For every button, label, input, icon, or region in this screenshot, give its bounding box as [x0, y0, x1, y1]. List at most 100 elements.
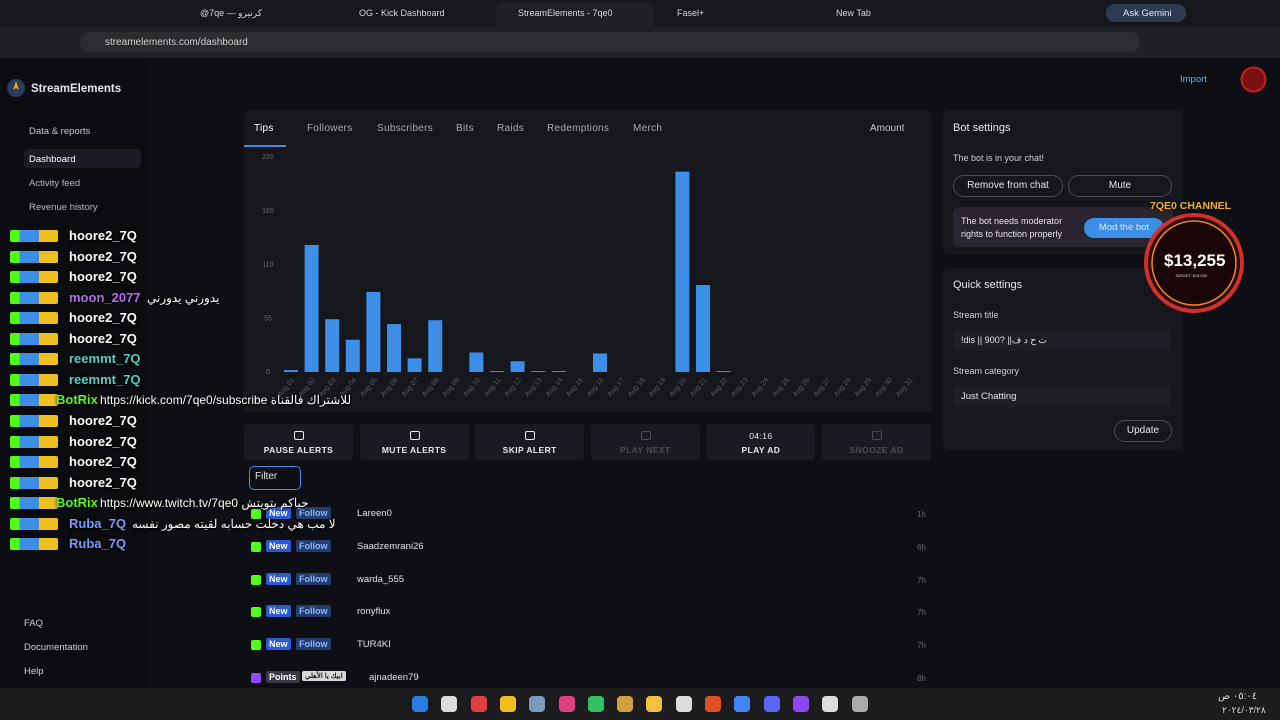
- chart-tab[interactable]: Tips: [254, 123, 274, 134]
- taskbar-icon[interactable]: [558, 696, 575, 712]
- chart-tab[interactable]: Redemptions: [547, 123, 610, 134]
- bar: [490, 371, 504, 372]
- mod-button[interactable]: Mod the bot: [1084, 218, 1164, 238]
- sort-dropdown[interactable]: Amount: [870, 123, 905, 134]
- tab-title[interactable]: New Tab: [836, 8, 871, 18]
- remove-button[interactable]: Remove from chat: [953, 175, 1063, 197]
- control-button: PLAY NEXT: [590, 424, 700, 460]
- x-tick-label: Aug 25: [771, 377, 791, 399]
- taskbar-icon[interactable]: [822, 696, 839, 712]
- chat-user: hoore2_7Q: [69, 310, 137, 326]
- sidebar-footer-item[interactable]: Documentation: [24, 642, 88, 653]
- taskbar-icon[interactable]: [705, 696, 721, 712]
- tab-title[interactable]: OG - Kick Dashboard: [359, 8, 445, 18]
- channel-name: 7QE0 CHANNEL: [1150, 200, 1232, 212]
- stream-title-input[interactable]: [953, 329, 1171, 351]
- section-title[interactable]: Data & reports: [29, 126, 91, 137]
- bot-title: Bot settings: [953, 122, 1011, 134]
- bar: [366, 291, 381, 372]
- taskbar-icon[interactable]: [617, 696, 634, 712]
- x-tick-label: Aug 29: [854, 377, 874, 399]
- control-button[interactable]: MUTE ALERTS: [359, 424, 469, 460]
- chat-user: Ruba_7Q: [69, 515, 127, 531]
- chat-user: hoore2_7Q: [69, 269, 137, 285]
- chat-user: hoore2_7Q: [69, 228, 137, 243]
- chat-user: hoore2_7Q: [69, 248, 137, 264]
- browser-chrome: @7qe — كرتيرو OG - Kick Dashboard StreamEl…: [0, 0, 1280, 58]
- x-tick-label: Aug 31: [895, 377, 915, 399]
- taskbar-icon[interactable]: [587, 696, 604, 712]
- control-button[interactable]: PAUSE ALERTS: [244, 424, 353, 460]
- active-tab[interactable]: [496, 2, 654, 27]
- control-button: SNOOZE AD: [822, 424, 931, 460]
- chat-text: https://www.twitch.tv/7qe0 حياكم بتويتش: [100, 496, 309, 511]
- taskbar-icon[interactable]: [675, 696, 692, 712]
- taskbar-icon[interactable]: [792, 696, 809, 712]
- sidebar-item[interactable]: Revenue history: [29, 202, 98, 213]
- x-tick-label: Aug 16: [586, 377, 606, 399]
- taskbar-icon[interactable]: [470, 696, 487, 712]
- badge: New: [266, 539, 291, 552]
- control-label: PAUSE ALERTS: [263, 445, 334, 455]
- control-button[interactable]: SKIP ALERT: [475, 424, 585, 460]
- badge: New: [266, 507, 291, 519]
- bar: [551, 371, 566, 372]
- x-tick-label: Aug 26: [792, 377, 812, 399]
- username[interactable]: ronyflux: [357, 606, 391, 618]
- taskbar-icon[interactable]: [499, 696, 516, 712]
- x-tick-label: Aug 27: [813, 377, 833, 399]
- x-tick-label: Aug 30: [874, 377, 894, 399]
- filter-button[interactable]: [249, 466, 301, 490]
- category-label: Stream category: [953, 366, 1020, 376]
- chart-tab[interactable]: Subscribers: [377, 123, 434, 134]
- sidebar-footer-item[interactable]: Help: [24, 666, 44, 677]
- chart-tab[interactable]: Raids: [497, 123, 525, 134]
- taskbar-icon[interactable]: [441, 696, 458, 712]
- y-tick-label: 0: [266, 369, 270, 376]
- import-link[interactable]: Import: [1180, 74, 1207, 85]
- control-button[interactable]: PLAY AD 04:16: [706, 424, 816, 460]
- chat-text: لا مب هي دخلت حسابه لقيته مصور نفسه: [132, 516, 336, 531]
- username[interactable]: Saadzemrani26: [357, 540, 424, 552]
- taskbar-icon[interactable]: [412, 696, 428, 712]
- chat-user: hoore2_7Q: [69, 474, 137, 490]
- taskbar: ٠٥:٠٤ ص ٢٠٢٤/٠٣/٢٨: [0, 688, 1280, 720]
- username[interactable]: Lareen0: [357, 508, 392, 519]
- avatar[interactable]: [1240, 66, 1267, 93]
- tab-title[interactable]: StreamElements - 7qe0: [518, 8, 613, 18]
- mute-button[interactable]: Mute: [1068, 175, 1172, 197]
- taskbar-icon[interactable]: [851, 696, 868, 712]
- address-bar[interactable]: [80, 32, 1140, 52]
- x-tick-label: Aug 23: [730, 377, 750, 399]
- event-time: 8h: [917, 674, 926, 683]
- chat-badges: [10, 250, 58, 263]
- gemini-button[interactable]: [1106, 4, 1186, 22]
- bar: [510, 361, 525, 372]
- taskbar-icon[interactable]: [763, 696, 780, 712]
- chart-tab[interactable]: Merch: [633, 123, 663, 134]
- bar: [675, 171, 690, 372]
- username[interactable]: warda_555: [357, 573, 405, 585]
- tab-title[interactable]: @7qe — كرتيرو: [200, 8, 262, 18]
- chart-tab[interactable]: Bits: [456, 123, 474, 134]
- chat-user: reemmt_7Q: [69, 371, 141, 387]
- chart-tab[interactable]: Followers: [307, 123, 353, 134]
- x-tick-label: Aug 06: [380, 377, 400, 399]
- stream-title: !dis || 900? ||ت ح د ف: [961, 335, 1048, 345]
- chat-badges: [10, 353, 58, 366]
- username[interactable]: TUR4KI: [357, 639, 391, 651]
- taskbar-icon[interactable]: [646, 696, 663, 712]
- update-button[interactable]: Update: [1114, 420, 1172, 442]
- sidebar-item[interactable]: Dashboard: [29, 154, 76, 165]
- username[interactable]: ajnadeen79: [369, 672, 419, 683]
- category-input[interactable]: [953, 385, 1171, 407]
- event-type: Follow: [296, 572, 331, 585]
- sidebar-footer-item[interactable]: FAQ: [24, 618, 44, 629]
- sidebar-item[interactable]: Activity feed: [29, 178, 81, 189]
- taskbar-icon[interactable]: [734, 696, 751, 712]
- tab-title[interactable]: Fasel+: [677, 8, 705, 18]
- taskbar-icon[interactable]: [529, 696, 546, 712]
- x-tick-label: Aug 05: [359, 377, 379, 399]
- goal-target: TARGET: $15,000: [1175, 273, 1208, 278]
